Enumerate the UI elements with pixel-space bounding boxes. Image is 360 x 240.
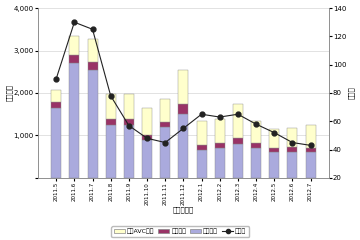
Bar — [160, 98, 170, 122]
Bar — [215, 148, 225, 178]
Bar — [87, 62, 98, 70]
Bar — [306, 148, 316, 152]
Bar — [306, 152, 316, 178]
Bar — [233, 144, 243, 178]
Bar — [287, 147, 297, 152]
Bar — [215, 143, 225, 148]
Y-axis label: （％）: （％） — [348, 87, 355, 99]
Bar — [87, 39, 98, 62]
Bar — [269, 152, 279, 178]
Bar — [178, 104, 188, 114]
Bar — [142, 135, 152, 140]
Bar — [269, 148, 279, 152]
Bar — [251, 148, 261, 178]
Bar — [124, 94, 134, 119]
Bar — [197, 145, 207, 150]
Bar — [106, 94, 116, 119]
Bar — [69, 63, 79, 178]
Bar — [251, 121, 261, 143]
Y-axis label: （億円）: （億円） — [5, 84, 12, 102]
Bar — [51, 90, 61, 102]
Bar — [306, 125, 316, 148]
Bar — [197, 121, 207, 145]
Bar — [178, 114, 188, 178]
Bar — [87, 70, 98, 178]
Bar — [51, 102, 61, 108]
Bar — [160, 127, 170, 178]
Bar — [124, 125, 134, 178]
Bar — [269, 129, 279, 148]
Bar — [178, 70, 188, 104]
Bar — [69, 55, 79, 63]
Bar — [142, 140, 152, 178]
Bar — [51, 108, 61, 178]
Bar — [124, 119, 134, 125]
Bar — [160, 122, 170, 127]
Bar — [251, 143, 261, 148]
X-axis label: （年・月）: （年・月） — [173, 206, 194, 213]
Bar — [233, 138, 243, 144]
Bar — [69, 36, 79, 55]
Bar — [233, 104, 243, 138]
Legend: カーAVC機器, 音声機器, 映像機器, 前年比: カーAVC機器, 音声機器, 映像機器, 前年比 — [111, 226, 249, 237]
Bar — [106, 125, 116, 178]
Bar — [142, 108, 152, 135]
Bar — [287, 128, 297, 147]
Bar — [106, 119, 116, 125]
Bar — [197, 150, 207, 178]
Bar — [215, 119, 225, 143]
Bar — [287, 152, 297, 178]
